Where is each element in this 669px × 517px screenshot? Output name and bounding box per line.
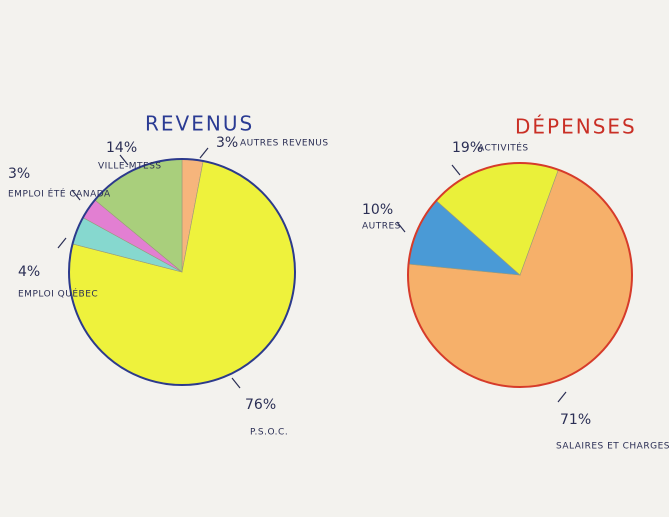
leader-line	[557, 391, 567, 403]
category-label: VILLE-MTESS	[98, 162, 162, 172]
leader-line	[451, 164, 461, 176]
leader-line	[396, 221, 406, 233]
value-label: 3%	[216, 135, 238, 151]
leader-line	[57, 237, 67, 249]
category-label: SALAIRES ET CHARGES SOCIALES	[556, 442, 669, 452]
category-label: AUTRES REVENUS	[240, 139, 329, 149]
pie-outline	[407, 162, 633, 388]
chart-title: DÉPENSES	[515, 115, 637, 139]
chart-title: REVENUS	[145, 112, 254, 136]
leader-line	[71, 189, 81, 201]
category-label: ACTIVITÉS	[478, 142, 529, 154]
category-label: EMPLOI ÉTÉ CANADA	[8, 188, 111, 200]
leader-line	[199, 147, 209, 159]
value-label: 14%	[106, 140, 137, 156]
leader-line	[119, 154, 129, 166]
category-label: AUTRES	[362, 222, 401, 232]
value-label: 19%	[452, 140, 483, 156]
value-label: 76%	[245, 397, 276, 413]
value-label: 3%	[8, 166, 30, 182]
category-label: EMPLOI QUÉBEC	[18, 288, 98, 300]
value-label: 4%	[18, 264, 40, 280]
leader-line	[231, 377, 241, 389]
category-label: P.S.O.C.	[250, 428, 288, 438]
pie-outline	[68, 158, 296, 386]
value-label: 71%	[560, 412, 591, 428]
value-label: 10%	[362, 202, 393, 218]
